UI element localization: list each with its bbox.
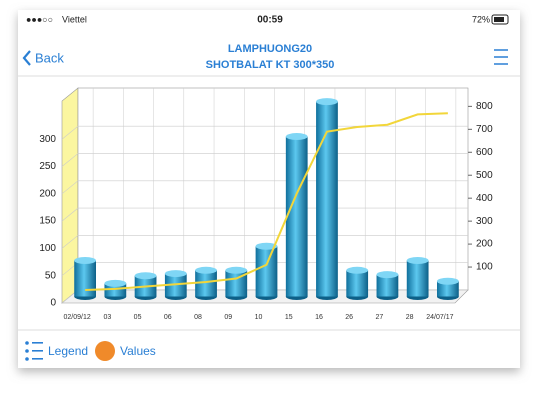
line bbox=[85, 112, 448, 291]
cylinder-top bbox=[74, 256, 96, 264]
cylinder bbox=[285, 136, 308, 297]
battery-level: 72% bbox=[472, 14, 490, 24]
back-chevron bbox=[22, 50, 31, 66]
x-tick-label: 03 bbox=[103, 314, 111, 321]
x-tick-label: 05 bbox=[134, 314, 142, 321]
values-label: Values bbox=[120, 344, 156, 358]
cylinder-top bbox=[346, 266, 369, 274]
y-tick-label: 100 bbox=[39, 243, 56, 254]
x-tick-label: 06 bbox=[164, 314, 172, 321]
back-label: Back bbox=[35, 50, 64, 65]
cylinder-top bbox=[285, 133, 308, 141]
cylinder-top bbox=[164, 270, 187, 278]
y2-tick-label: 700 bbox=[476, 124, 493, 135]
legend-icon bbox=[25, 341, 43, 361]
y2-tick-label: 600 bbox=[476, 147, 493, 158]
cylinder bbox=[437, 281, 459, 297]
values-button[interactable]: Values bbox=[95, 341, 156, 361]
cylinder-top bbox=[255, 242, 278, 250]
cylinder bbox=[255, 246, 278, 297]
legend-label: Legend bbox=[48, 344, 88, 358]
y-tick-label: 50 bbox=[45, 270, 57, 281]
y2-tick-label: 500 bbox=[476, 170, 493, 181]
legend-button[interactable]: Legend bbox=[25, 341, 88, 361]
nav-subtitle: SHOTBALAT KT 300*350 bbox=[206, 59, 335, 71]
x-tick-label: 16 bbox=[315, 314, 323, 321]
x-tick-label: 10 bbox=[255, 314, 263, 321]
cylinder-top bbox=[437, 277, 459, 285]
x-tick-label: 15 bbox=[285, 314, 293, 321]
clock: 00:59 bbox=[257, 15, 283, 26]
x-tick-label: 08 bbox=[194, 314, 202, 321]
y2-tick-label: 100 bbox=[476, 262, 493, 273]
y2-tick-label: 200 bbox=[476, 239, 493, 250]
battery-fill bbox=[494, 17, 504, 22]
y-tick-label: 0 bbox=[50, 298, 56, 309]
x-tick-label: 09 bbox=[224, 314, 232, 321]
battery-icon bbox=[491, 14, 509, 25]
x-tick-label: 02/09/12 bbox=[63, 314, 90, 321]
y-tick-label: 300 bbox=[39, 134, 56, 145]
cylinder bbox=[104, 283, 127, 297]
cylinder-top bbox=[225, 266, 248, 274]
cylinder-top bbox=[376, 271, 399, 279]
x-tick-label: 26 bbox=[345, 314, 353, 321]
cylinder-top bbox=[195, 266, 217, 274]
y-tick-label: 200 bbox=[39, 188, 56, 199]
cylinder bbox=[316, 101, 338, 297]
y-tick-label: 250 bbox=[39, 161, 56, 172]
cylinder-top bbox=[134, 272, 157, 280]
cylinder bbox=[74, 260, 96, 297]
menu-button[interactable] bbox=[494, 49, 508, 65]
values-icon bbox=[95, 341, 115, 361]
back-button[interactable]: Back bbox=[22, 50, 64, 66]
chart: 0501001502002503001002003004005006007008… bbox=[39, 87, 493, 321]
y2-tick-label: 400 bbox=[476, 193, 493, 204]
y2-tick-label: 300 bbox=[476, 216, 493, 227]
cylinder-top bbox=[316, 98, 338, 106]
grid-line bbox=[61, 153, 468, 167]
grid-line bbox=[61, 207, 468, 222]
y2-tick-label: 800 bbox=[476, 101, 493, 112]
grid-line bbox=[61, 125, 468, 140]
cylinder bbox=[406, 260, 429, 297]
y-tick-label: 150 bbox=[39, 216, 56, 227]
x-tick-label: 28 bbox=[406, 314, 414, 321]
carrier: Viettel bbox=[62, 14, 87, 24]
grid-line bbox=[61, 235, 468, 249]
cylinder bbox=[346, 270, 369, 297]
x-tick-label: 27 bbox=[376, 314, 384, 321]
x-tick-label: 24/07/17 bbox=[426, 314, 453, 321]
nav-title: LAMPHUONG20 bbox=[228, 43, 312, 55]
cylinder bbox=[195, 270, 217, 297]
cylinder bbox=[376, 274, 399, 297]
grid-line bbox=[61, 180, 468, 195]
cylinder-top bbox=[104, 279, 127, 287]
signal: ●●●○○ bbox=[26, 14, 53, 24]
cylinder-top bbox=[406, 256, 429, 264]
